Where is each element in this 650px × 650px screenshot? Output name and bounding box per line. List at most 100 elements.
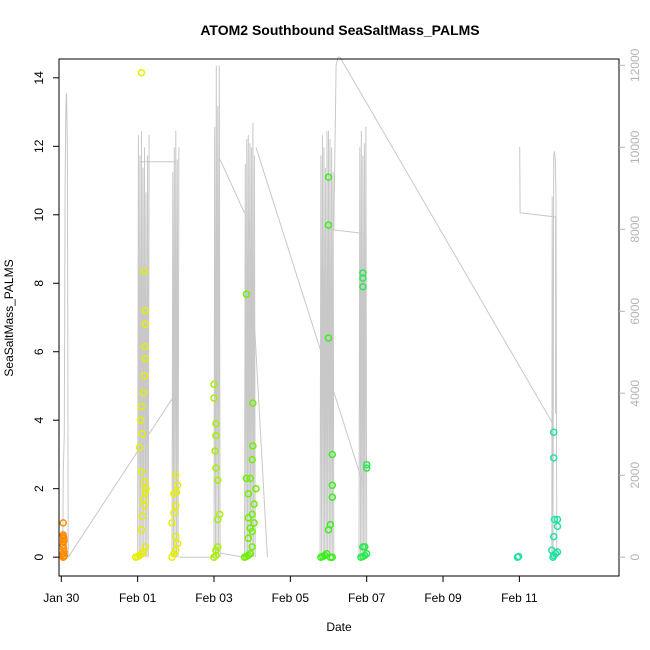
altitude-line-segment-15	[358, 126, 368, 558]
data-point-3-5	[244, 534, 253, 543]
data-point-1-7	[138, 512, 146, 520]
data-point-5-9	[359, 274, 367, 282]
data-point-1-9	[139, 495, 148, 503]
data-point-5-2	[361, 551, 369, 560]
right-tick-label-2: 4000	[628, 380, 642, 407]
y-axis: 0 2 4 6 8 10 12 14	[32, 71, 59, 561]
altitude-line-segment-17	[519, 146, 557, 414]
altitude-line-segment-14	[333, 56, 340, 230]
data-point-1-28	[172, 546, 180, 555]
data-point-1-8	[140, 502, 149, 510]
data-point-3-17	[249, 442, 257, 450]
data-point-3-14	[242, 474, 251, 483]
altitude-line-segment-13	[255, 147, 364, 484]
data-point-4-13	[324, 173, 333, 181]
data-point-1-20	[141, 354, 150, 363]
data-point-1-23	[141, 306, 150, 315]
data-point-4-9	[328, 481, 337, 490]
data-point-6-11	[549, 454, 558, 462]
data-point-1-10	[141, 488, 150, 496]
data-point-5-3	[362, 549, 371, 558]
y-tick-label-3: 6	[32, 348, 46, 355]
data-point-1-37	[172, 488, 181, 496]
chart-title: ATOM2 Southbound SeaSaltMass_PALMS	[200, 22, 479, 38]
data-point-1-33	[172, 502, 180, 510]
altitude-line-segment-10	[247, 212, 268, 558]
data-point-1-16	[136, 416, 145, 424]
data-point-6-1	[514, 552, 523, 561]
data-point-3-3	[246, 549, 254, 558]
data-point-6-9	[550, 515, 559, 524]
y-tick-label-0: 0	[32, 554, 46, 561]
data-point-1-35	[173, 481, 182, 490]
data-point-1-5	[141, 543, 150, 551]
x-tick-label-2: Feb 03	[195, 591, 233, 605]
right-tick-label-5: 10000	[628, 130, 642, 164]
data-point-3-11	[250, 500, 258, 508]
altitude-line-segment-16	[339, 56, 553, 423]
data-point-1-25	[137, 68, 146, 77]
altitude-line-segment-18	[551, 151, 558, 558]
data-point-1-6	[137, 526, 146, 534]
right-tick-label-0: 0	[628, 554, 642, 561]
data-point-1-36	[172, 471, 180, 479]
data-point-2-10	[212, 419, 220, 428]
data-point-4-12	[324, 221, 333, 229]
right-tick-label-3: 6000	[628, 298, 642, 325]
altitude-line-segment-11	[319, 130, 335, 558]
data-point-5-8	[359, 282, 367, 291]
x-axis-label: Date	[326, 620, 352, 634]
data-point-1-17	[137, 402, 146, 411]
data-point-3-13	[252, 484, 260, 493]
data-point-2-8	[211, 447, 219, 455]
data-point-2-5	[215, 510, 224, 519]
scatter-points-layer	[59, 68, 562, 561]
data-point-1-32	[170, 508, 178, 517]
altitude-line-segment-4	[171, 130, 180, 558]
y-tick-label-6: 12	[32, 139, 46, 153]
altitude-line-segment-0	[62, 93, 69, 558]
data-point-1-21	[141, 342, 149, 351]
data-point-2-12	[210, 380, 218, 389]
altitude-line-segment-7	[220, 552, 245, 558]
data-point-5-6	[362, 464, 371, 472]
data-point-3-12	[244, 490, 253, 498]
data-point-4-10	[328, 450, 337, 459]
data-point-3-4	[248, 543, 256, 551]
altitude-line-layer	[62, 56, 558, 558]
data-point-2-3	[214, 543, 222, 551]
x-tick-label-5: Feb 09	[424, 591, 462, 605]
data-point-4-11	[324, 334, 333, 342]
data-point-1-29	[173, 539, 182, 548]
x-tick-label-6: Feb 11	[501, 591, 538, 605]
data-point-1-14	[135, 443, 144, 452]
data-point-6-6	[548, 546, 556, 555]
data-point-1-30	[172, 532, 180, 541]
y-tick-label-2: 4	[32, 417, 46, 424]
data-point-2-0	[210, 553, 218, 561]
data-point-1-12	[140, 478, 149, 486]
data-point-3-10	[248, 510, 256, 519]
data-point-1-18	[139, 389, 148, 397]
altitude-line-segment-9	[244, 122, 256, 558]
data-point-2-11	[210, 394, 218, 402]
data-point-3-15	[246, 474, 254, 483]
data-point-6-12	[549, 428, 558, 436]
data-point-1-22	[141, 320, 150, 329]
data-point-4-8	[328, 493, 337, 502]
data-point-2-9	[212, 431, 220, 440]
altitude-line-segment-1	[67, 392, 177, 558]
plot-frame	[58, 58, 620, 577]
right-axis: 0 2000 4000 6000 8000 10000 12000	[619, 48, 642, 561]
data-point-0-12	[59, 519, 67, 527]
data-point-3-2	[244, 551, 253, 560]
altitude-line-segment-12	[328, 228, 363, 234]
right-tick-label-6: 12000	[628, 48, 642, 82]
data-point-3-16	[248, 455, 256, 464]
data-point-6-10	[553, 515, 562, 524]
y-tick-label-7: 14	[32, 71, 46, 85]
data-point-0-4	[60, 548, 68, 556]
y-tick-label-1: 2	[32, 485, 46, 492]
data-point-5-7	[362, 460, 371, 469]
data-point-2-6	[214, 476, 222, 484]
